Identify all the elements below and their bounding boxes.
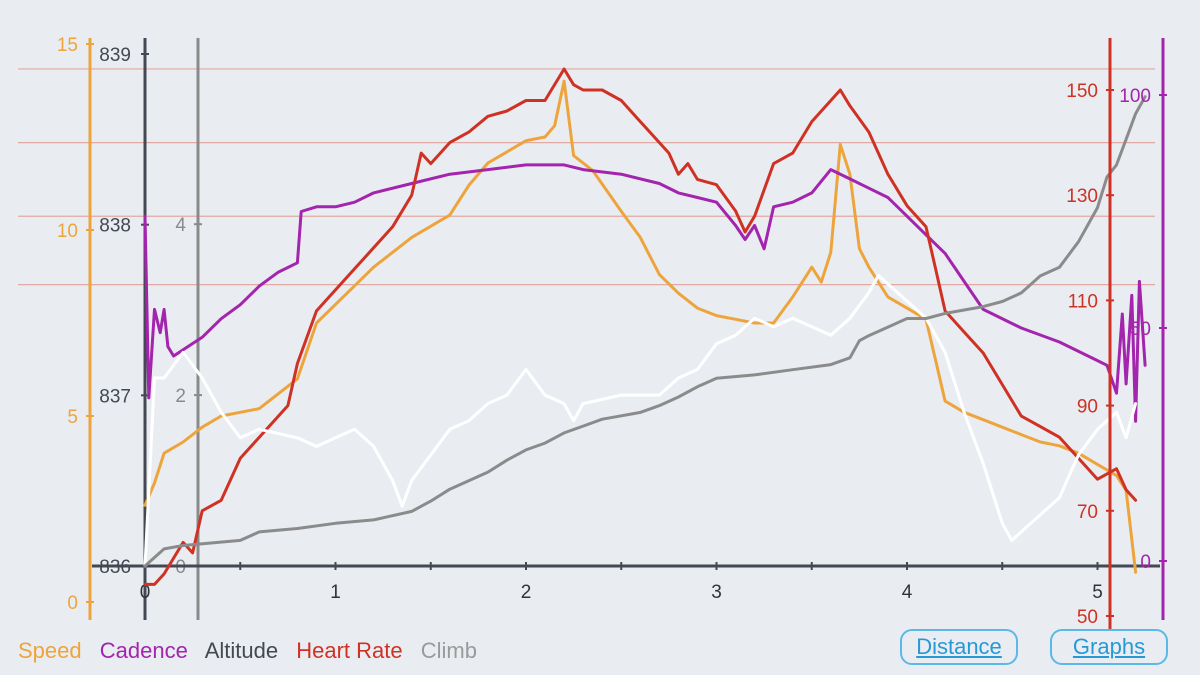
legend-speed: Speed (18, 638, 82, 663)
series-speed (143, 79, 1138, 574)
cadence-tick-0: 0 (1140, 552, 1151, 573)
distance-tick-0: 0 (140, 582, 151, 603)
heart-rate-tick-1: 70 (1077, 502, 1098, 523)
heart-rate-tick-4: 130 (1066, 186, 1098, 207)
distance-tick-5: 5 (1092, 582, 1103, 603)
cadence-tick-2: 100 (1119, 86, 1151, 107)
legend: Speed Cadence Altitude Heart Rate Climb (18, 638, 489, 664)
distance-tick-1: 1 (330, 582, 341, 603)
legend-heart-rate: Heart Rate (296, 638, 403, 663)
speed-tick-2: 10 (57, 221, 78, 242)
distance-tick-2: 2 (521, 582, 532, 603)
series-cadence (143, 163, 1147, 423)
distance-tick-3: 3 (711, 582, 722, 603)
heart-rate-tick-3: 110 (1068, 291, 1098, 312)
heart-rate-tick-2: 90 (1077, 397, 1098, 418)
series-heart-rate (143, 67, 1138, 586)
cadence-tick-1: 50 (1130, 319, 1151, 340)
heart-rate-tick-0: 50 (1077, 607, 1098, 628)
climb-tick-2: 4 (175, 215, 186, 236)
legend-climb: Climb (420, 638, 477, 663)
heart-rate-tick-5: 150 (1066, 81, 1098, 102)
distance-tick-4: 4 (902, 582, 913, 603)
graphs-button[interactable]: Graphs (1050, 629, 1168, 665)
climb-tick-1: 2 (175, 386, 186, 407)
speed-tick-3: 15 (57, 35, 78, 56)
speed-tick-1: 5 (67, 407, 78, 428)
legend-cadence: Cadence (99, 638, 188, 663)
legend-altitude: Altitude (204, 638, 279, 663)
series-altitude (143, 95, 1147, 568)
altitude-tick-1: 837 (99, 386, 131, 407)
speed-tick-0: 0 (67, 593, 78, 614)
altitude-tick-2: 838 (99, 216, 131, 237)
series-climb (143, 274, 1138, 568)
distance-button[interactable]: Distance (900, 629, 1018, 665)
altitude-tick-3: 839 (99, 45, 131, 66)
